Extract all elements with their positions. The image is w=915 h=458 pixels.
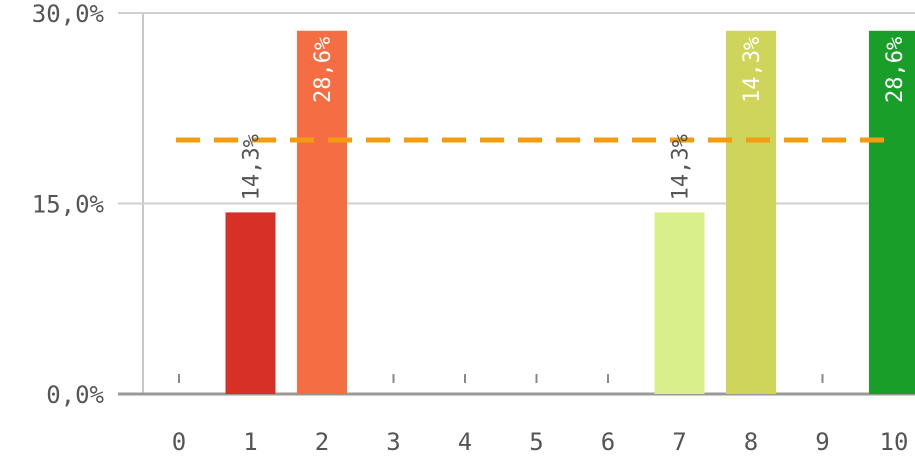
x-tick-label-3: 3 bbox=[386, 428, 400, 456]
x-tick-label-2: 2 bbox=[315, 428, 329, 456]
bar-7 bbox=[654, 212, 705, 394]
bar-value-label-7: 14,3% bbox=[669, 134, 694, 200]
x-tick-label-0: 0 bbox=[172, 428, 186, 456]
y-tick-label-30: 30,0% bbox=[32, 0, 105, 28]
x-tick-label-10: 10 bbox=[880, 428, 909, 456]
bar-1 bbox=[225, 212, 276, 394]
bar-value-labels: 14,3% 28,6% 14,3% 14,3% 28,6% bbox=[240, 37, 909, 201]
x-tick-label-6: 6 bbox=[601, 428, 615, 456]
x-axis-labels: 0 1 2 3 4 5 6 7 8 9 10 bbox=[172, 428, 909, 456]
bar-value-label-8: 14,3% bbox=[740, 37, 765, 103]
x-tick-label-8: 8 bbox=[744, 428, 758, 456]
x-tick-label-5: 5 bbox=[529, 428, 543, 456]
x-tick-label-7: 7 bbox=[672, 428, 686, 456]
bar-10 bbox=[869, 30, 915, 395]
y-tick-label-15: 15,0% bbox=[32, 191, 105, 219]
bar-2 bbox=[297, 30, 347, 395]
y-axis-ticks: 0,0% 15,0% 30,0% bbox=[32, 0, 105, 409]
y-tick-label-0: 0,0% bbox=[46, 381, 104, 409]
bar-8 bbox=[726, 30, 776, 395]
x-tick-label-4: 4 bbox=[458, 428, 472, 456]
x-tick-label-9: 9 bbox=[815, 428, 829, 456]
bar-value-label-2: 28,6% bbox=[311, 37, 336, 103]
bars bbox=[178, 30, 915, 395]
bar-value-label-10: 28,6% bbox=[883, 37, 908, 103]
bar-value-label-1: 14,3% bbox=[240, 134, 265, 200]
x-tick-label-1: 1 bbox=[243, 428, 257, 456]
